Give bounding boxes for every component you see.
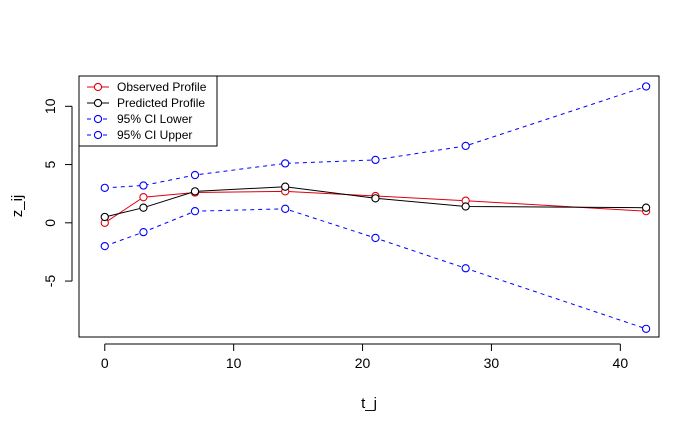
y-axis: -5 0 5 10 <box>42 98 73 288</box>
data-point-predicted-profile <box>641 203 651 212</box>
legend-label-observed-profile: Observed Profile <box>117 80 207 94</box>
y-tick-label: -5 <box>42 275 58 288</box>
legend-marker-predicted-profile <box>93 98 103 108</box>
data-point-95-ci-upper <box>371 155 380 165</box>
legend-label-predicted-profile: Predicted Profile <box>117 96 205 110</box>
data-point-95-ci-upper <box>281 159 290 168</box>
x-tick-label: 40 <box>613 355 629 371</box>
legend-marker-95-ci-lower <box>93 114 103 124</box>
x-axis: 0 10 20 30 40 <box>101 343 629 371</box>
x-tick-label: 10 <box>226 355 242 371</box>
data-point-predicted-profile <box>139 203 148 212</box>
y-tick-label: 5 <box>42 160 58 168</box>
x-tick-label: 0 <box>101 355 109 371</box>
x-axis-title: t_j <box>361 395 377 412</box>
data-point-observed-profile <box>139 193 148 202</box>
y-tick-label: 0 <box>42 219 58 227</box>
x-tick-label: 20 <box>355 355 371 371</box>
data-point-95-ci-upper <box>190 170 200 180</box>
data-point-predicted-profile <box>100 212 109 222</box>
data-point-95-ci-lower <box>371 233 380 243</box>
series-line-95-ci-lower <box>104 208 647 330</box>
data-point-predicted-profile <box>461 202 470 211</box>
data-point-predicted-profile <box>371 194 380 203</box>
data-point-95-ci-lower <box>190 207 200 216</box>
data-point-95-ci-lower <box>139 227 148 237</box>
y-axis-title: z_ij <box>9 195 26 218</box>
x-tick-label: 30 <box>484 355 500 371</box>
data-point-95-ci-lower <box>461 264 470 273</box>
legend-marker-observed-profile <box>93 82 103 92</box>
data-point-95-ci-upper <box>100 183 109 193</box>
legend-label-95-ci-upper: 95% CI Upper <box>117 128 192 142</box>
data-point-predicted-profile <box>281 182 290 191</box>
plot-frame <box>78 75 660 338</box>
data-point-95-ci-upper <box>641 82 651 91</box>
series-layer <box>100 82 651 333</box>
data-point-95-ci-upper <box>461 141 470 151</box>
y-tick-label: 10 <box>42 98 58 114</box>
data-point-95-ci-lower <box>641 324 651 333</box>
legend-marker-95-ci-upper <box>93 130 103 140</box>
data-point-predicted-profile <box>190 187 200 196</box>
data-point-95-ci-upper <box>139 181 148 190</box>
legend: Observed Profile Predicted Profile 95% CI … <box>78 75 218 147</box>
legend-label-95-ci-lower: 95% CI Lower <box>117 112 192 126</box>
data-point-95-ci-lower <box>100 241 109 251</box>
data-point-95-ci-lower <box>281 204 290 213</box>
